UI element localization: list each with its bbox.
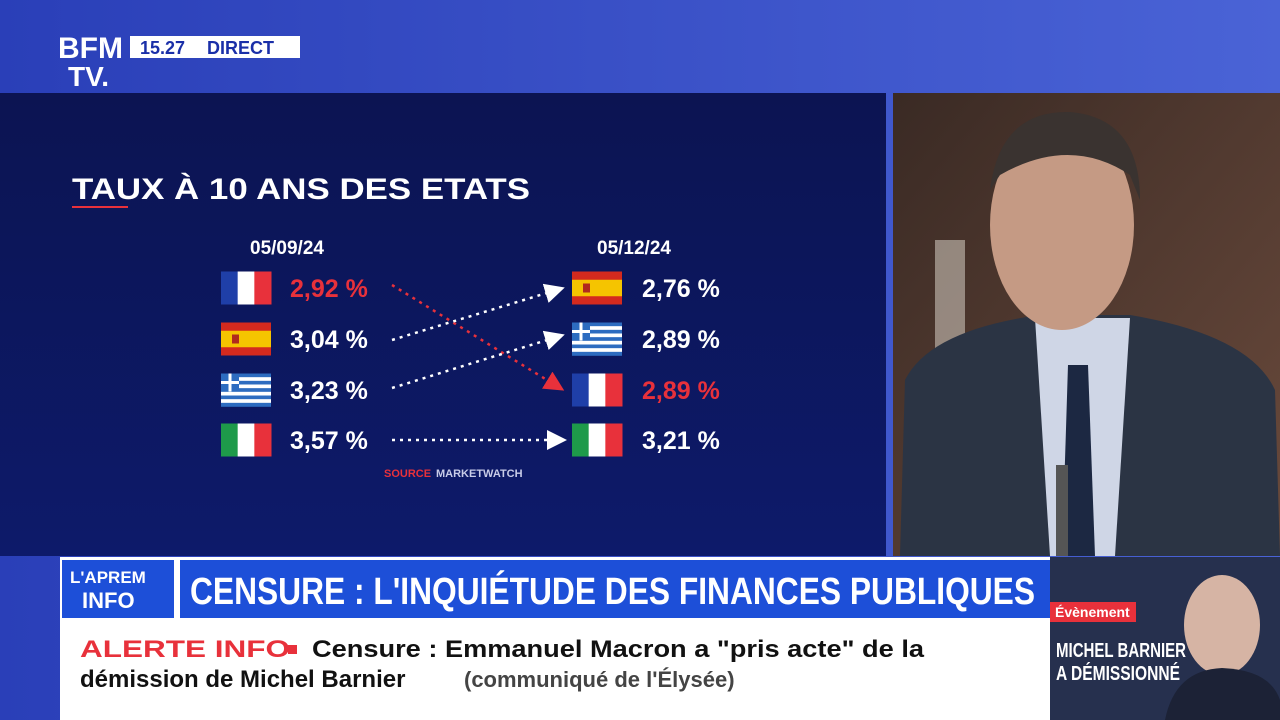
flag-stripe [221,391,271,396]
flag-stripe [221,373,271,378]
arrow [391,283,565,342]
logo-top: BFM [58,32,123,65]
flag-stripe [221,271,239,305]
flag-stripe [221,402,271,407]
flag-stripe [221,388,271,393]
flag-stripe [572,279,622,297]
rate: 3,23 % [290,377,368,405]
flag-stripe [221,330,271,348]
flag-stripe [221,377,271,382]
flag-stripe [572,326,622,331]
flag-stripe [572,344,622,349]
live: DIRECT [207,38,274,58]
date-right: 05/12/24 [597,238,671,259]
arrow [391,283,565,391]
side-photo-body [1165,668,1280,720]
time: 15.27 [140,38,185,58]
rate: 2,76 % [642,275,720,303]
rate: 2,92 % [290,275,368,303]
flag-stripe [221,423,239,457]
flag-cross [221,381,239,384]
side-tag: Évènement [1055,604,1130,620]
flag-stripe [572,423,590,457]
flag-stripe [254,423,272,457]
rate: 3,57 % [290,427,368,455]
flag-stripe [572,329,622,334]
date-left: 05/09/24 [250,238,324,259]
graphic-panel [0,93,886,556]
flag-stripe [572,322,622,327]
flag-stripe [221,395,271,400]
rate: 2,89 % [642,377,720,405]
ticker-source: (communiqué de l'Élysée) [464,667,735,692]
ticker-line: démission de Michel Barnier [80,666,405,693]
live-box [130,36,300,58]
person-tie [1062,365,1095,556]
rate: 3,21 % [642,427,720,455]
person-hair [990,111,1140,200]
flag-stripe [572,333,622,338]
flag-stripe [572,373,590,407]
flag-stripe [572,337,622,342]
flag-stripe [588,373,606,407]
flag-stripe [572,351,622,356]
ticker-label: ALERTE INFO [80,636,290,663]
side-tag-bg [1050,602,1136,622]
flag-emblem [583,283,590,293]
flag-stripe [605,373,623,407]
flags [221,271,623,457]
arrows [391,283,567,450]
show-top: L'APREM [70,568,146,587]
rate: 2,89 % [642,326,720,354]
arrow [391,330,565,390]
show-bottom: INFO [82,588,135,613]
ticker-dot [288,645,297,654]
ticker-bg [60,621,1050,720]
headline-bar [180,560,1050,618]
ticker-line: Censure : Emmanuel Macron a "pris acte" … [312,636,925,663]
flag-stripe [572,340,622,345]
rates: 2,92 % 3,04 % 3,23 % 3,57 % 2,76 % 2,89 % 2,89… [290,275,720,455]
flag-stripe [605,423,623,457]
logo-bottom: TV. [68,61,109,92]
side-line: A DÉMISSIONNÉ [1056,662,1180,685]
rate: 3,04 % [290,326,368,354]
flag-emblem [232,334,239,344]
person-head [990,120,1134,330]
flag-stripe [221,399,271,404]
side-photo [1184,575,1260,675]
flag-stripe [237,271,255,305]
flag-stripe [221,380,271,385]
show-logo [62,560,174,618]
flag-stripe [221,384,271,389]
flag-stripe [572,348,622,353]
side-line: MICHEL BARNIER [1056,640,1186,662]
flag-stripe [237,423,255,457]
flag-stripe [588,423,606,457]
graphic-title: TAUX À 10 ANS DES ETATS [72,172,530,206]
microphone [1056,465,1068,556]
flag-cross [572,330,590,333]
flag-stripe [254,271,272,305]
headline: CENSURE : L'INQUIÉTUDE DES FINANCES PUBL… [190,569,1035,613]
source: MARKETWATCH [436,468,523,480]
source-label: SOURCE [384,468,431,480]
video-bg [935,240,965,350]
